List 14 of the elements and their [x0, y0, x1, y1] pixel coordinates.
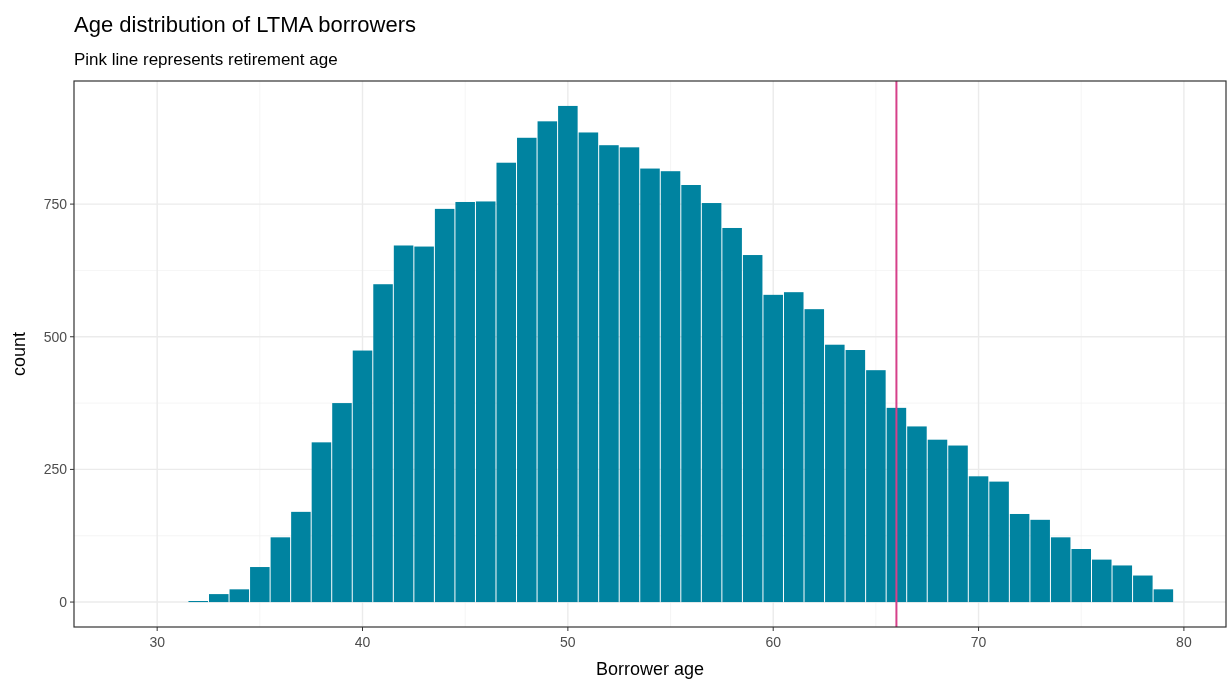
x-tick-label: 50 — [560, 634, 576, 650]
y-tick-label: 250 — [43, 461, 68, 478]
chart-title: Age distribution of LTMA borrowers — [74, 12, 416, 37]
chart-subtitle: Pink line represents retirement age — [74, 50, 338, 69]
x-tick-label: 60 — [765, 634, 782, 650]
y-tick-label: 0 — [59, 594, 68, 611]
y-axis-title: count — [9, 331, 29, 377]
x-axis-title: Borrower age — [595, 659, 705, 679]
x-tick-label: 70 — [970, 634, 987, 650]
x-tick-label: 80 — [1176, 634, 1192, 650]
x-tick-label: 40 — [354, 634, 371, 650]
x-tick-label: 30 — [149, 634, 166, 650]
y-tick-label: 750 — [43, 196, 68, 213]
y-tick-label: 500 — [43, 328, 68, 345]
